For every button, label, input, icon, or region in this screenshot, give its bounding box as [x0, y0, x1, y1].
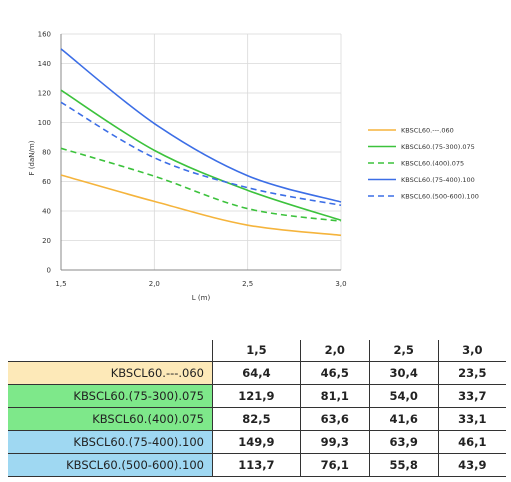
table-row: KBSCL60.(75-400).100 149,9 99,3 63,9 46,1	[8, 430, 506, 454]
table-cell: 33,7	[438, 384, 506, 408]
row-label: KBSCL60.---.060	[8, 361, 213, 385]
series-line-1	[60, 89, 342, 222]
table-cell: 33,1	[438, 407, 506, 431]
row-label: KBSCL60.(75-300).075	[8, 384, 213, 408]
table-cell: 113,7	[212, 453, 301, 477]
table-header-cell: 2,5	[369, 340, 439, 362]
y-tick-label: 40	[42, 208, 51, 216]
table-cell: 54,0	[369, 384, 439, 408]
table-row: KBSCL60.(400).075 82,5 63,6 41,6 33,1	[8, 407, 506, 431]
series-line-4	[60, 101, 342, 207]
y-tick-label: 100	[38, 119, 51, 127]
table-cell: 121,9	[212, 384, 301, 408]
x-tick-label: 2,0	[149, 280, 160, 288]
table-cell: 81,1	[300, 384, 370, 408]
data-table: 1,5 2,0 2,5 3,0 KBSCL60.---.060 64,4 46,5 3…	[8, 340, 506, 477]
row-label: KBSCL60.(400).075	[8, 407, 213, 431]
table-cell: 30,4	[369, 361, 439, 385]
table-cell: 55,8	[369, 453, 439, 477]
x-tick-label: 3,0	[335, 280, 346, 288]
table-cell: 99,3	[300, 430, 370, 454]
table-header-cell: 3,0	[438, 340, 506, 362]
legend-label: KBSCL60.(75-300).075	[401, 143, 475, 151]
x-tick-label: 1,5	[55, 280, 66, 288]
table-header-cell: 1,5	[212, 340, 301, 362]
series-line-3	[60, 48, 342, 203]
table-cell: 46,1	[438, 430, 506, 454]
row-label: KBSCL60.(500-600).100	[8, 453, 213, 477]
table-cell: 63,6	[300, 407, 370, 431]
y-tick-label: 120	[38, 90, 51, 98]
y-axis-label: F (daN/m)	[28, 140, 36, 175]
table-cell: 41,6	[369, 407, 439, 431]
legend-label: KBSCL60.(500-600).100	[401, 193, 479, 201]
legend-label: KBSCL60.---.060	[401, 127, 454, 135]
chart-legend: KBSCL60.---.060 KBSCL60.(75-300).075 KBSCL…	[368, 127, 479, 201]
y-tick-label: 60	[42, 178, 51, 186]
line-chart: 0 20 40 60 80 100 120 140 160 1,5 2,0 2,5 3,0 F (da…	[28, 31, 479, 303]
series-lines	[60, 48, 342, 237]
y-tick-label: 140	[38, 60, 51, 68]
y-tick-label: 160	[38, 31, 51, 39]
data-table-container: 1,5 2,0 2,5 3,0 KBSCL60.---.060 64,4 46,5 3…	[8, 340, 506, 477]
x-axis-label: L (m)	[192, 294, 211, 302]
chart-axes	[60, 34, 341, 271]
table-corner-cell	[8, 340, 213, 362]
table-cell: 82,5	[212, 407, 301, 431]
table-row: KBSCL60.---.060 64,4 46,5 30,4 23,5	[8, 361, 506, 385]
legend-label: KBSCL60.(400).075	[401, 160, 464, 168]
table-cell: 149,9	[212, 430, 301, 454]
y-tick-label: 80	[42, 149, 51, 157]
table-header-cell: 2,0	[300, 340, 370, 362]
table-cell: 46,5	[300, 361, 370, 385]
table-row: KBSCL60.(500-600).100 113,7 76,1 55,8 43,9	[8, 453, 506, 477]
y-tick-labels: 0 20 40 60 80 100 120 140 160	[38, 31, 51, 275]
legend-label: KBSCL60.(75-400).100	[401, 176, 475, 184]
table-cell: 64,4	[212, 361, 301, 385]
x-tick-label: 2,5	[242, 280, 253, 288]
table-cell: 76,1	[300, 453, 370, 477]
table-cell: 23,5	[438, 361, 506, 385]
table-row: KBSCL60.(75-300).075 121,9 81,1 54,0 33,7	[8, 384, 506, 408]
y-tick-label: 20	[42, 237, 51, 245]
series-line-0	[60, 174, 342, 237]
table-cell: 63,9	[369, 430, 439, 454]
x-tick-labels: 1,5 2,0 2,5 3,0	[55, 280, 346, 288]
table-cell: 43,9	[438, 453, 506, 477]
series-line-2	[60, 147, 342, 222]
row-label: KBSCL60.(75-400).100	[8, 430, 213, 454]
table-header-row: 1,5 2,0 2,5 3,0	[8, 340, 506, 362]
y-tick-label: 0	[47, 267, 51, 275]
